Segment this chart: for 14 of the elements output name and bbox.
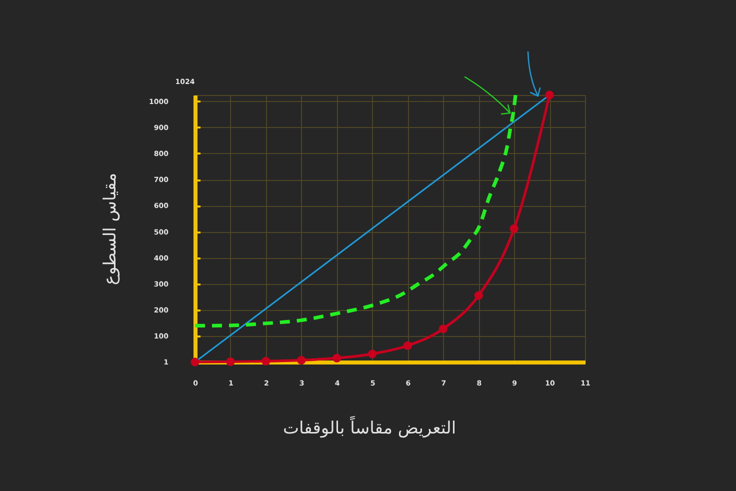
- point: [368, 350, 377, 358]
- point: [297, 356, 306, 364]
- line-series: [193, 93, 518, 328]
- point: [190, 358, 200, 366]
- point: [403, 341, 412, 350]
- point: [474, 291, 483, 300]
- point: [226, 357, 235, 366]
- point: [332, 354, 342, 362]
- x-axis-title: التعريض مقاساً بالوقفات: [282, 414, 456, 438]
- point: [510, 224, 518, 233]
- y-axis-title: مقياس السطوع: [100, 172, 120, 286]
- point: [262, 356, 270, 366]
- point: [438, 324, 448, 334]
- point: [545, 90, 554, 100]
